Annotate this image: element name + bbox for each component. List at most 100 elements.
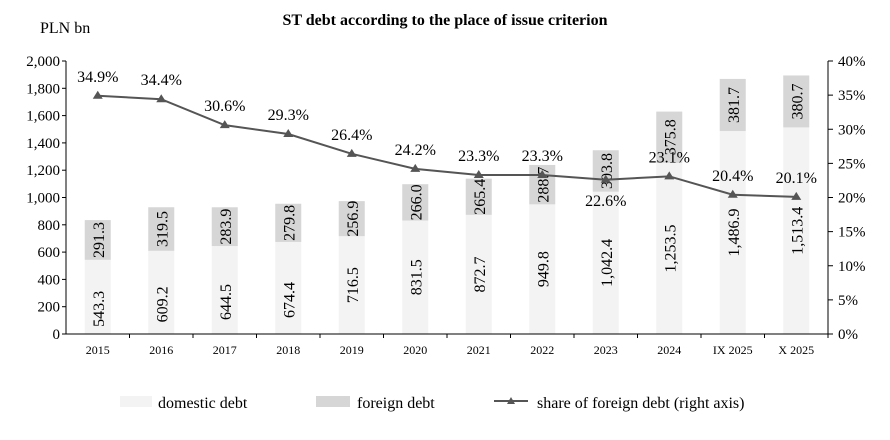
x-tick-label: IX 2025 [713,343,753,357]
bar-domestic [465,214,492,334]
chart-title: ST debt according to the place of issue … [282,12,607,29]
x-tick-label: 2024 [657,343,681,357]
bar-foreign [719,78,746,132]
bar-foreign [275,203,302,242]
legend-label-foreign: foreign debt [357,395,435,412]
share-marker [346,148,357,157]
y-tick-label: 200 [38,300,61,316]
bar-foreign [211,207,238,247]
y2-tick-label: 35% [838,88,866,104]
y-tick-label: 1,000 [26,191,60,207]
bar-label-foreign: 375.8 [662,119,679,155]
share-label: 23.3% [458,148,499,165]
share-label: 23.1% [649,149,690,166]
x-tick-label: X 2025 [778,343,814,357]
y2-tick-label: 20% [838,191,866,207]
bar-domestic [275,241,302,334]
x-tick-label: 2022 [530,343,554,357]
bar-domestic [338,236,365,334]
bar-foreign [783,75,810,128]
bar-label-foreign: 266.0 [408,184,425,220]
bar-domestic [783,127,810,334]
bar-label-domestic: 872.7 [472,256,489,292]
bar-label-domestic: 1,513.4 [789,207,806,255]
x-tick-label: 2019 [340,343,364,357]
bar-label-domestic: 716.5 [345,267,362,303]
bar-domestic [148,250,175,334]
share-marker [600,174,611,183]
share-marker [727,189,738,198]
share-marker [156,94,167,103]
y-tick-label: 1,600 [26,109,60,125]
bar-label-foreign: 380.7 [789,83,806,119]
legend-label-share: share of foreign debt (right axis) [537,395,744,412]
share-label: 23.3% [522,148,563,165]
y2-tick-label: 15% [838,225,866,241]
bar-label-domestic: 1,253.5 [662,224,679,272]
share-label: 26.4% [331,127,372,144]
share-marker [664,171,675,180]
bar-label-foreign: 256.9 [345,201,362,237]
legend-swatch-domestic [120,396,152,407]
bar-label-foreign: 279.8 [281,205,298,241]
share-label: 34.9% [77,69,118,86]
y-tick-label: 0 [53,327,61,343]
y2-tick-label: 10% [838,259,866,275]
bar-label-foreign: 288.7 [535,167,552,203]
share-marker [219,120,230,129]
bar-domestic [402,220,429,334]
bar-label-foreign: 303.8 [599,153,616,189]
y2-tick-label: 5% [838,293,858,309]
y2-tick-label: 40% [838,54,866,70]
bar-foreign [656,111,683,163]
y-tick-label: 1,200 [26,163,60,179]
y2-tick-label: 25% [838,156,866,172]
bar-foreign [592,150,619,192]
bar-label-foreign: 381.7 [726,87,743,123]
share-label: 34.4% [141,72,182,89]
share-label: 20.1% [776,170,817,187]
x-tick-label: 2021 [467,343,491,357]
bar-label-domestic: 543.3 [91,291,108,327]
legend-swatch-share-marker [507,397,515,404]
y-tick-label: 1,800 [26,81,60,97]
x-tick-label: 2017 [213,343,237,357]
bar-domestic [84,259,111,334]
share-label: 30.6% [204,98,245,115]
bar-label-domestic: 1,486.9 [726,209,743,257]
x-tick-label: 2018 [276,343,300,357]
bar-label-foreign: 291.3 [91,222,108,258]
bar-label-domestic: 1,042.4 [599,239,616,287]
bar-label-domestic: 949.8 [535,251,552,287]
bar-domestic [719,131,746,334]
share-label: 22.6% [585,193,626,210]
legend-label-domestic: domestic debt [158,395,248,412]
bar-domestic [656,162,683,334]
share-label: 29.3% [268,107,309,124]
x-tick-label: 2020 [403,343,427,357]
bar-foreign [84,220,111,260]
share-marker [410,163,421,172]
share-marker [537,169,548,178]
x-tick-label: 2023 [594,343,618,357]
bar-label-foreign: 319.5 [154,211,171,247]
y-axis-label: PLN bn [40,20,90,37]
bar-label-domestic: 831.5 [408,259,425,295]
x-tick-label: 2015 [86,343,110,357]
y2-tick-label: 0% [838,327,858,343]
y-tick-label: 400 [38,272,61,288]
y2-tick-label: 30% [838,122,866,138]
share-marker [473,169,484,178]
bar-label-domestic: 609.2 [154,286,171,322]
bar-foreign [402,184,429,221]
share-line [97,94,797,198]
bar-domestic [211,246,238,334]
y-tick-label: 2,000 [26,54,60,70]
bar-foreign [465,178,492,215]
legend: domestic debt foreign debt share of fore… [120,395,744,412]
y-tick-label: 800 [38,218,61,234]
bar-label-foreign: 283.9 [218,209,235,245]
bar-foreign [148,207,175,251]
y-tick-label: 1,400 [26,136,60,152]
